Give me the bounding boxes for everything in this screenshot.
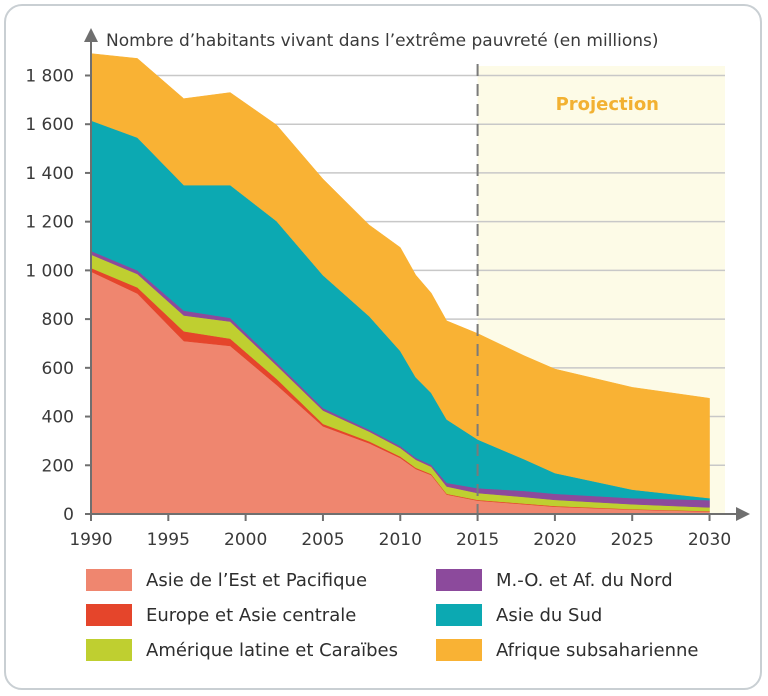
legend-swatch bbox=[86, 569, 132, 591]
x-axis-arrow bbox=[736, 507, 750, 521]
y-tick-label: 1 400 bbox=[25, 164, 74, 184]
legend-item: M.-O. et Af. du Nord bbox=[436, 567, 673, 593]
y-axis-arrow bbox=[84, 28, 98, 42]
legend-swatch bbox=[436, 604, 482, 626]
area-series-6 bbox=[90, 53, 710, 499]
legend: Asie de l’Est et Pacifique M.-O. et Af. d… bbox=[86, 567, 756, 687]
x-tick-label: 2025 bbox=[611, 530, 654, 550]
y-tick-label: 0 bbox=[63, 505, 74, 525]
legend-swatch bbox=[86, 604, 132, 626]
legend-label: Asie de l’Est et Pacifique bbox=[146, 569, 368, 591]
y-tick-label: 1 800 bbox=[25, 66, 74, 86]
y-tick-label: 800 bbox=[42, 310, 74, 330]
legend-item: Asie de l’Est et Pacifique bbox=[86, 567, 367, 593]
legend-label: M.-O. et Af. du Nord bbox=[496, 569, 673, 591]
y-tick-label: 1 200 bbox=[25, 213, 74, 233]
x-tick-label: 2005 bbox=[301, 530, 344, 550]
legend-item: Asie du Sud bbox=[436, 602, 602, 628]
legend-label: Asie du Sud bbox=[496, 604, 603, 626]
legend-item: Amérique latine et Caraïbes bbox=[86, 637, 398, 663]
x-tick-label: 2000 bbox=[224, 530, 267, 550]
x-tick-label: 2030 bbox=[688, 530, 731, 550]
x-tick-label: 2015 bbox=[456, 530, 499, 550]
y-axis-title: Nombre d’habitants vivant dans l’extrême… bbox=[106, 31, 659, 51]
legend-swatch bbox=[436, 569, 482, 591]
legend-item: Afrique subsaharienne bbox=[436, 637, 698, 663]
x-tick-label: 1990 bbox=[69, 530, 112, 550]
y-tick-label: 1 600 bbox=[25, 115, 74, 135]
x-tick-label: 1995 bbox=[147, 530, 190, 550]
legend-swatch bbox=[436, 639, 482, 661]
legend-label: Afrique subsaharienne bbox=[496, 639, 699, 661]
legend-label: Europe et Asie centrale bbox=[146, 604, 357, 626]
legend-swatch bbox=[86, 639, 132, 661]
y-tick-label: 1 000 bbox=[25, 261, 74, 281]
x-tick-label: 2010 bbox=[379, 530, 422, 550]
y-tick-label: 600 bbox=[42, 359, 74, 379]
x-tick-label: 2020 bbox=[533, 530, 576, 550]
projection-label: Projection bbox=[556, 94, 659, 115]
legend-label: Amérique latine et Caraïbes bbox=[146, 639, 399, 661]
y-tick-label: 400 bbox=[42, 408, 74, 428]
legend-item: Europe et Asie centrale bbox=[86, 602, 356, 628]
y-tick-label: 200 bbox=[42, 456, 74, 476]
